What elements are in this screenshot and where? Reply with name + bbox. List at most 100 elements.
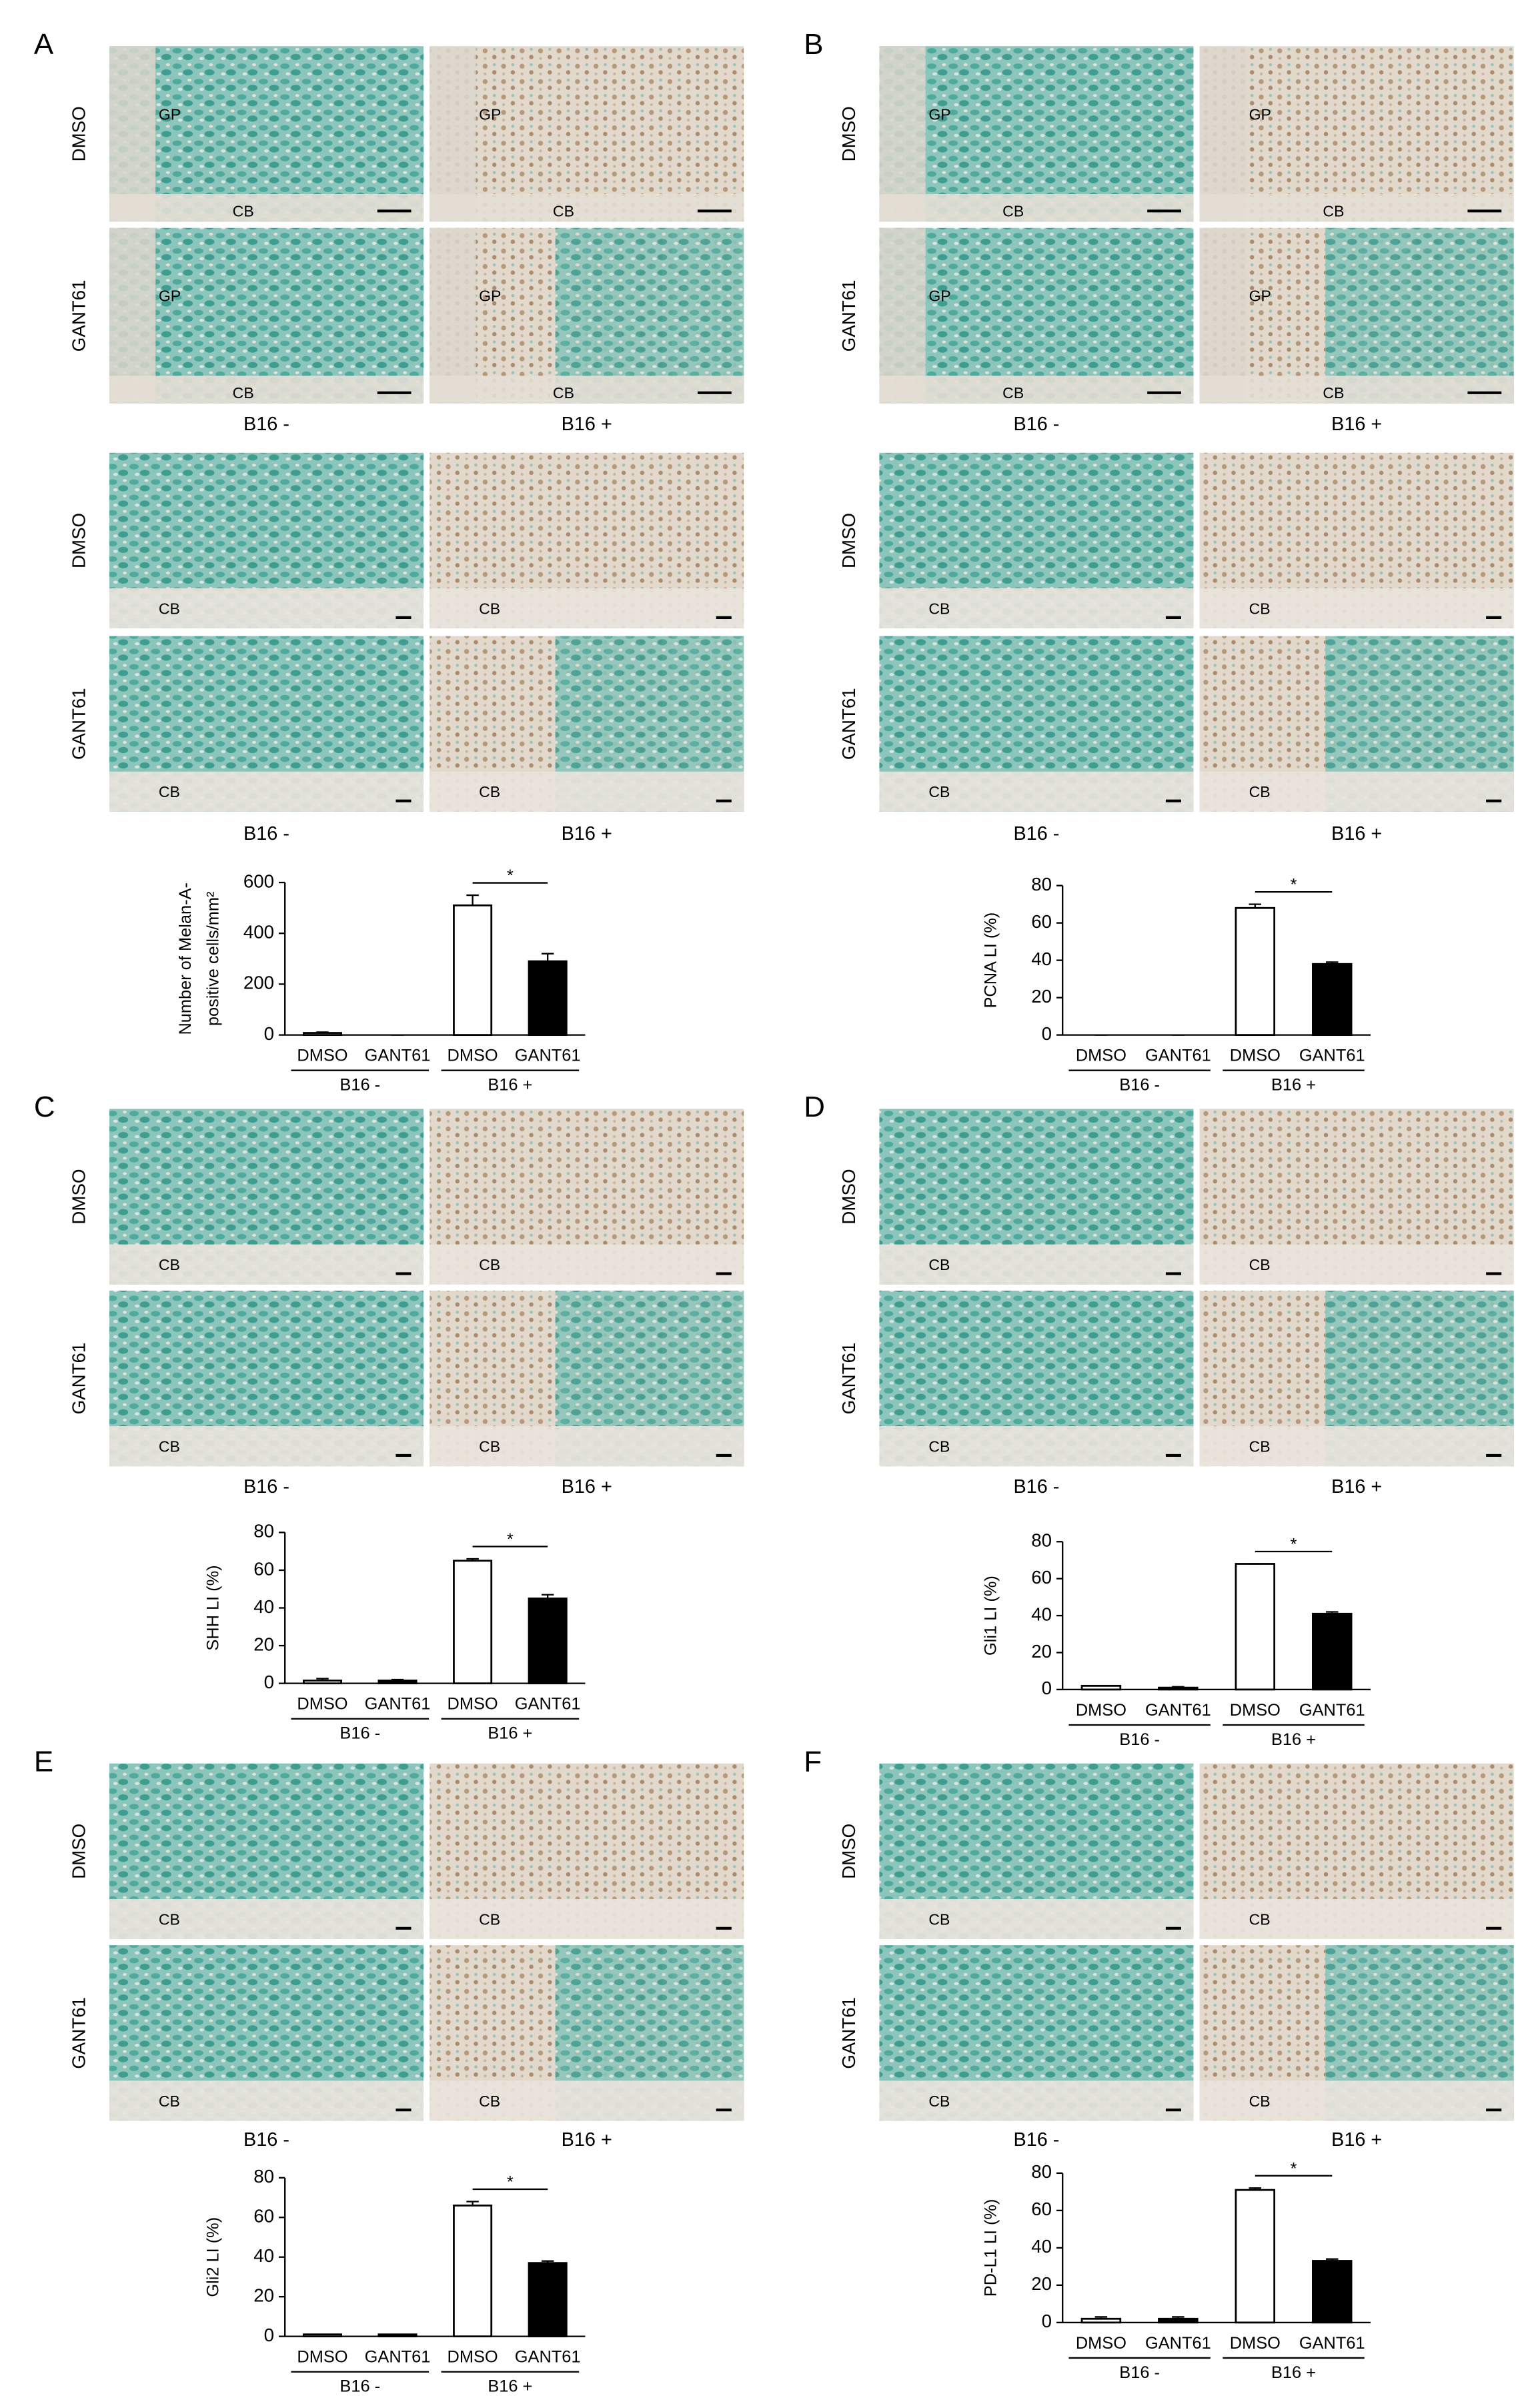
column-label: B16 - (1013, 2129, 1059, 2151)
micrograph-tissue (430, 46, 744, 222)
image-annotation: CB (1249, 600, 1271, 617)
x-tick-label: GANT61 (365, 1695, 431, 1714)
x-tick-label: GANT61 (515, 1695, 581, 1714)
micrograph: CB (879, 1945, 1194, 2121)
row-label: GANT61 (838, 688, 859, 760)
row-label: DMSO (838, 1824, 859, 1879)
micrograph: CB (430, 452, 744, 629)
bar (453, 1560, 493, 1685)
y-tick-label: 80 (253, 1521, 274, 1542)
micrograph: CB (109, 1290, 424, 1467)
cortical-bone (879, 771, 1194, 812)
x-tick-label: GANT61 (365, 2348, 431, 2367)
image-annotation: CB (1002, 203, 1024, 220)
image-annotation: CB (479, 1910, 500, 1928)
error-bar (316, 1678, 329, 1681)
column-label: B16 + (562, 2129, 612, 2151)
bar (528, 1597, 568, 1685)
significance-label: * (1291, 876, 1297, 894)
y-tick-label: 0 (1042, 1678, 1052, 1698)
y-tick-label: 60 (1031, 1567, 1052, 1588)
cortical-bone (879, 376, 1194, 404)
row-label: GANT61 (838, 1997, 859, 2069)
micrograph: GP CB (430, 227, 744, 404)
bar (1235, 907, 1276, 1036)
micrograph: GP CB (109, 227, 424, 404)
y-tick-label: 20 (253, 1634, 274, 1654)
micrograph: CB (879, 1290, 1194, 1467)
cortical-bone (879, 588, 1194, 629)
cortical-bone (1199, 193, 1514, 222)
growth-plate (430, 227, 476, 404)
y-tick-label: 400 (243, 922, 274, 943)
x-tick-label: DMSO (448, 1695, 498, 1714)
y-tick-label: 80 (253, 2166, 274, 2187)
x-tick-label: GANT61 (515, 1047, 581, 1065)
bar (302, 1032, 342, 1036)
image-annotation: CB (233, 384, 254, 402)
group-label: B16 + (1271, 2363, 1316, 2382)
micrograph-tissue (1199, 46, 1514, 222)
growth-plate (879, 46, 926, 222)
y-tick-label: 60 (1031, 2199, 1052, 2219)
row-label: DMSO (68, 513, 89, 568)
micrograph: CB (109, 636, 424, 812)
cortical-bone (879, 1898, 1194, 1939)
growth-plate (1199, 46, 1246, 222)
micrograph: GP CB (430, 46, 744, 222)
x-tick-label: GANT61 (1299, 1701, 1365, 1720)
error-bar (1326, 1611, 1339, 1614)
cortical-bone (430, 1244, 744, 1285)
bar (1312, 2260, 1353, 2324)
image-annotation: GP (479, 105, 501, 123)
significance-label: * (1291, 2159, 1297, 2178)
micrograph: CB (1199, 1945, 1514, 2121)
bar (377, 1680, 418, 1685)
image-annotation: CB (479, 783, 500, 800)
row-label: DMSO (68, 1824, 89, 1879)
y-tick-label: 40 (253, 2245, 274, 2266)
column-label: B16 - (243, 823, 289, 844)
image-annotation: GP (928, 287, 950, 305)
cortical-bone (879, 2080, 1194, 2121)
row-label: DMSO (68, 106, 89, 161)
y-axis-label: PCNA LI (%) (982, 913, 1000, 1009)
group-label: B16 + (1271, 1730, 1316, 1749)
error-bar (466, 1558, 479, 1561)
panel-letter: C (34, 1091, 55, 1123)
image-annotation: CB (159, 1437, 180, 1455)
micrograph: CB (1199, 1763, 1514, 1939)
y-tick-label: 0 (1042, 2311, 1052, 2331)
image-annotation: GP (1249, 287, 1271, 305)
micrograph: CB (430, 1763, 744, 1939)
x-tick-label: DMSO (448, 1047, 498, 1065)
column-label: B16 - (243, 2129, 289, 2151)
y-tick-label: 60 (253, 1558, 274, 1579)
micrograph: GP CB (1199, 227, 1514, 404)
column-label: B16 + (562, 823, 612, 844)
cortical-bone (1199, 588, 1514, 629)
y-axis-label: Gli1 LI (%) (982, 1576, 1000, 1656)
panel-letter: F (804, 1745, 822, 1778)
image-annotation: CB (928, 1910, 950, 1928)
micrograph-tissue (879, 46, 1194, 222)
micrograph-tissue (109, 227, 424, 404)
error-bar (1172, 1686, 1185, 1688)
x-tick-label: GANT61 (1145, 2334, 1211, 2353)
cortical-bone (1199, 771, 1514, 812)
column-label: B16 + (1331, 2129, 1382, 2151)
row-label: GANT61 (838, 279, 859, 352)
micrograph: CB (109, 1763, 424, 1939)
y-tick-label: 40 (1031, 2236, 1052, 2257)
micrograph-tissue (109, 46, 424, 222)
image-annotation: CB (928, 1437, 950, 1455)
cortical-bone (879, 1244, 1194, 1285)
cortical-bone (1199, 376, 1514, 404)
cortical-bone (430, 193, 744, 222)
significance-label: * (1291, 1535, 1297, 1554)
error-bar (466, 2201, 479, 2206)
growth-plate (430, 46, 476, 222)
column-label: B16 - (243, 414, 289, 435)
